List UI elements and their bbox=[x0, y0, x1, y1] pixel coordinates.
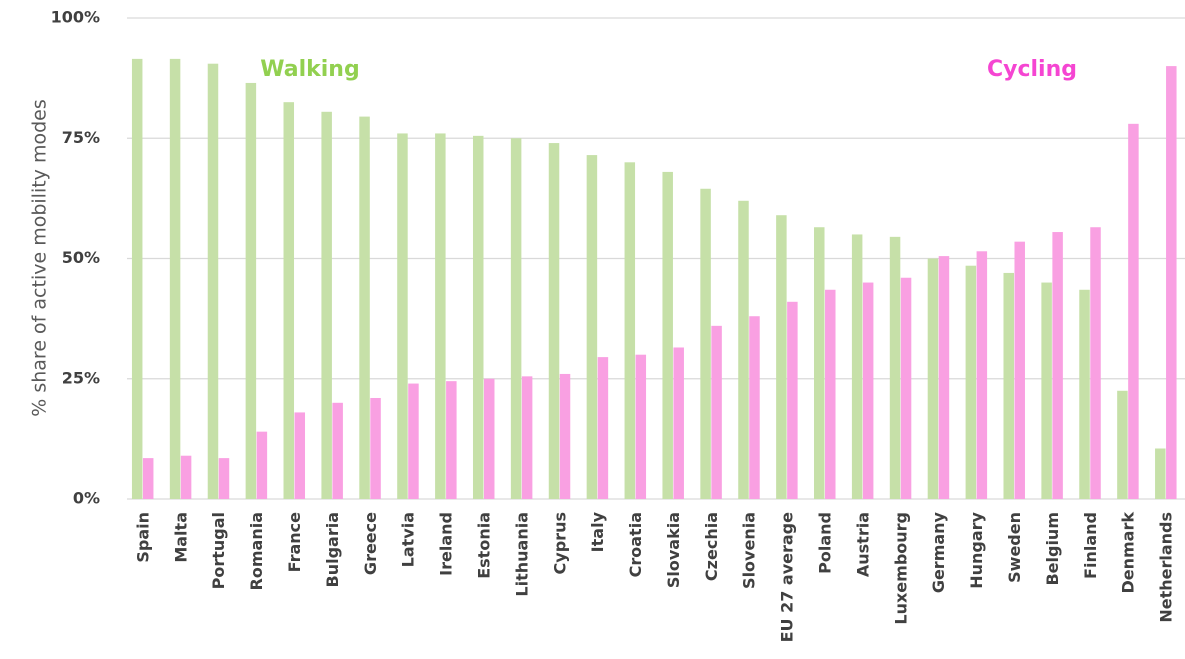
bar bbox=[624, 162, 636, 500]
x-tick-label: Slovenia bbox=[740, 512, 759, 589]
bar bbox=[814, 227, 825, 500]
bar bbox=[825, 289, 836, 499]
x-tick-label: Greece bbox=[361, 512, 380, 575]
bar bbox=[586, 155, 598, 499]
bar bbox=[1128, 123, 1139, 499]
bar bbox=[256, 431, 268, 499]
bar bbox=[521, 376, 533, 499]
x-tick-label: Croatia bbox=[626, 512, 645, 577]
x-tick-label: Spain bbox=[133, 512, 152, 563]
bar bbox=[1079, 289, 1090, 499]
y-tick-label: 100% bbox=[51, 8, 100, 27]
bar bbox=[294, 412, 306, 499]
x-tick-label: France bbox=[285, 512, 304, 572]
bar bbox=[180, 455, 192, 499]
bar bbox=[1090, 227, 1101, 500]
bar bbox=[245, 82, 257, 499]
bar bbox=[927, 258, 939, 499]
legend-label: Cycling bbox=[987, 57, 1077, 82]
bar bbox=[862, 282, 874, 499]
bar bbox=[787, 301, 798, 499]
x-tick-label: Germany bbox=[929, 511, 948, 593]
bar bbox=[976, 251, 988, 499]
x-tick-label: Luxembourg bbox=[891, 512, 910, 625]
x-tick-label: Czechia bbox=[702, 512, 721, 581]
bar bbox=[597, 357, 609, 499]
bar bbox=[673, 347, 684, 499]
bar bbox=[483, 378, 495, 499]
bar bbox=[1166, 66, 1177, 499]
bar bbox=[142, 458, 154, 499]
x-tick-label: Poland bbox=[816, 512, 835, 574]
bar bbox=[1014, 241, 1025, 500]
bar bbox=[1052, 232, 1063, 500]
bar bbox=[435, 133, 446, 499]
x-tick-label: Slovakia bbox=[664, 512, 683, 588]
x-tick-label: Netherlands bbox=[1157, 512, 1176, 623]
bar bbox=[131, 58, 143, 499]
x-tick-label: Malta bbox=[171, 512, 190, 563]
y-tick-label: 50% bbox=[62, 248, 100, 267]
bar bbox=[472, 135, 484, 499]
x-tick-label: Lithuania bbox=[512, 512, 531, 597]
x-tick-label: Finland bbox=[1081, 512, 1100, 579]
bar bbox=[851, 234, 863, 499]
bar bbox=[218, 458, 230, 499]
x-tick-label: Austria bbox=[853, 512, 872, 577]
bar bbox=[169, 58, 181, 499]
legend-label: Walking bbox=[260, 57, 359, 82]
bar bbox=[207, 63, 219, 499]
bar bbox=[321, 111, 332, 500]
bar bbox=[510, 138, 522, 499]
bar bbox=[776, 215, 787, 499]
bar bbox=[1041, 282, 1052, 499]
bar bbox=[283, 102, 295, 500]
bar bbox=[397, 133, 408, 499]
bar bbox=[662, 171, 673, 500]
x-tick-label: Hungary bbox=[967, 511, 986, 588]
x-tick-label: Ireland bbox=[437, 512, 456, 576]
bar bbox=[889, 236, 901, 500]
y-tick-label: 75% bbox=[62, 128, 100, 147]
bar bbox=[1003, 272, 1014, 499]
bar bbox=[370, 397, 381, 499]
x-tick-label: EU 27 average bbox=[778, 512, 797, 643]
bar bbox=[635, 354, 647, 499]
bar bbox=[359, 116, 370, 499]
bar bbox=[965, 265, 977, 499]
bar bbox=[700, 188, 711, 499]
bar bbox=[738, 200, 749, 499]
bar bbox=[559, 373, 571, 499]
x-tick-label: Italy bbox=[588, 511, 607, 552]
x-tick-label: Belgium bbox=[1043, 512, 1062, 586]
bar bbox=[938, 256, 950, 499]
x-tick-label: Denmark bbox=[1119, 512, 1138, 594]
x-tick-label: Estonia bbox=[474, 512, 493, 579]
bar bbox=[548, 143, 560, 499]
x-tick-label: Cyprus bbox=[550, 512, 569, 574]
y-tick-label: 0% bbox=[73, 489, 100, 508]
x-tick-label: Bulgaria bbox=[323, 512, 342, 588]
x-tick-label: Sweden bbox=[1005, 512, 1024, 583]
bar bbox=[408, 383, 419, 499]
bar bbox=[1117, 390, 1128, 499]
x-tick-label: Portugal bbox=[209, 512, 228, 589]
x-tick-label: Romania bbox=[247, 512, 266, 590]
bar bbox=[749, 316, 760, 499]
x-tick-label: Latvia bbox=[399, 512, 418, 567]
y-axis-label: % share of active mobility modes bbox=[29, 99, 51, 417]
y-tick-label: 25% bbox=[62, 368, 100, 387]
bar bbox=[900, 277, 912, 499]
bar bbox=[446, 381, 457, 499]
bar bbox=[711, 325, 722, 499]
bar bbox=[1155, 448, 1166, 499]
bar bbox=[332, 402, 343, 499]
